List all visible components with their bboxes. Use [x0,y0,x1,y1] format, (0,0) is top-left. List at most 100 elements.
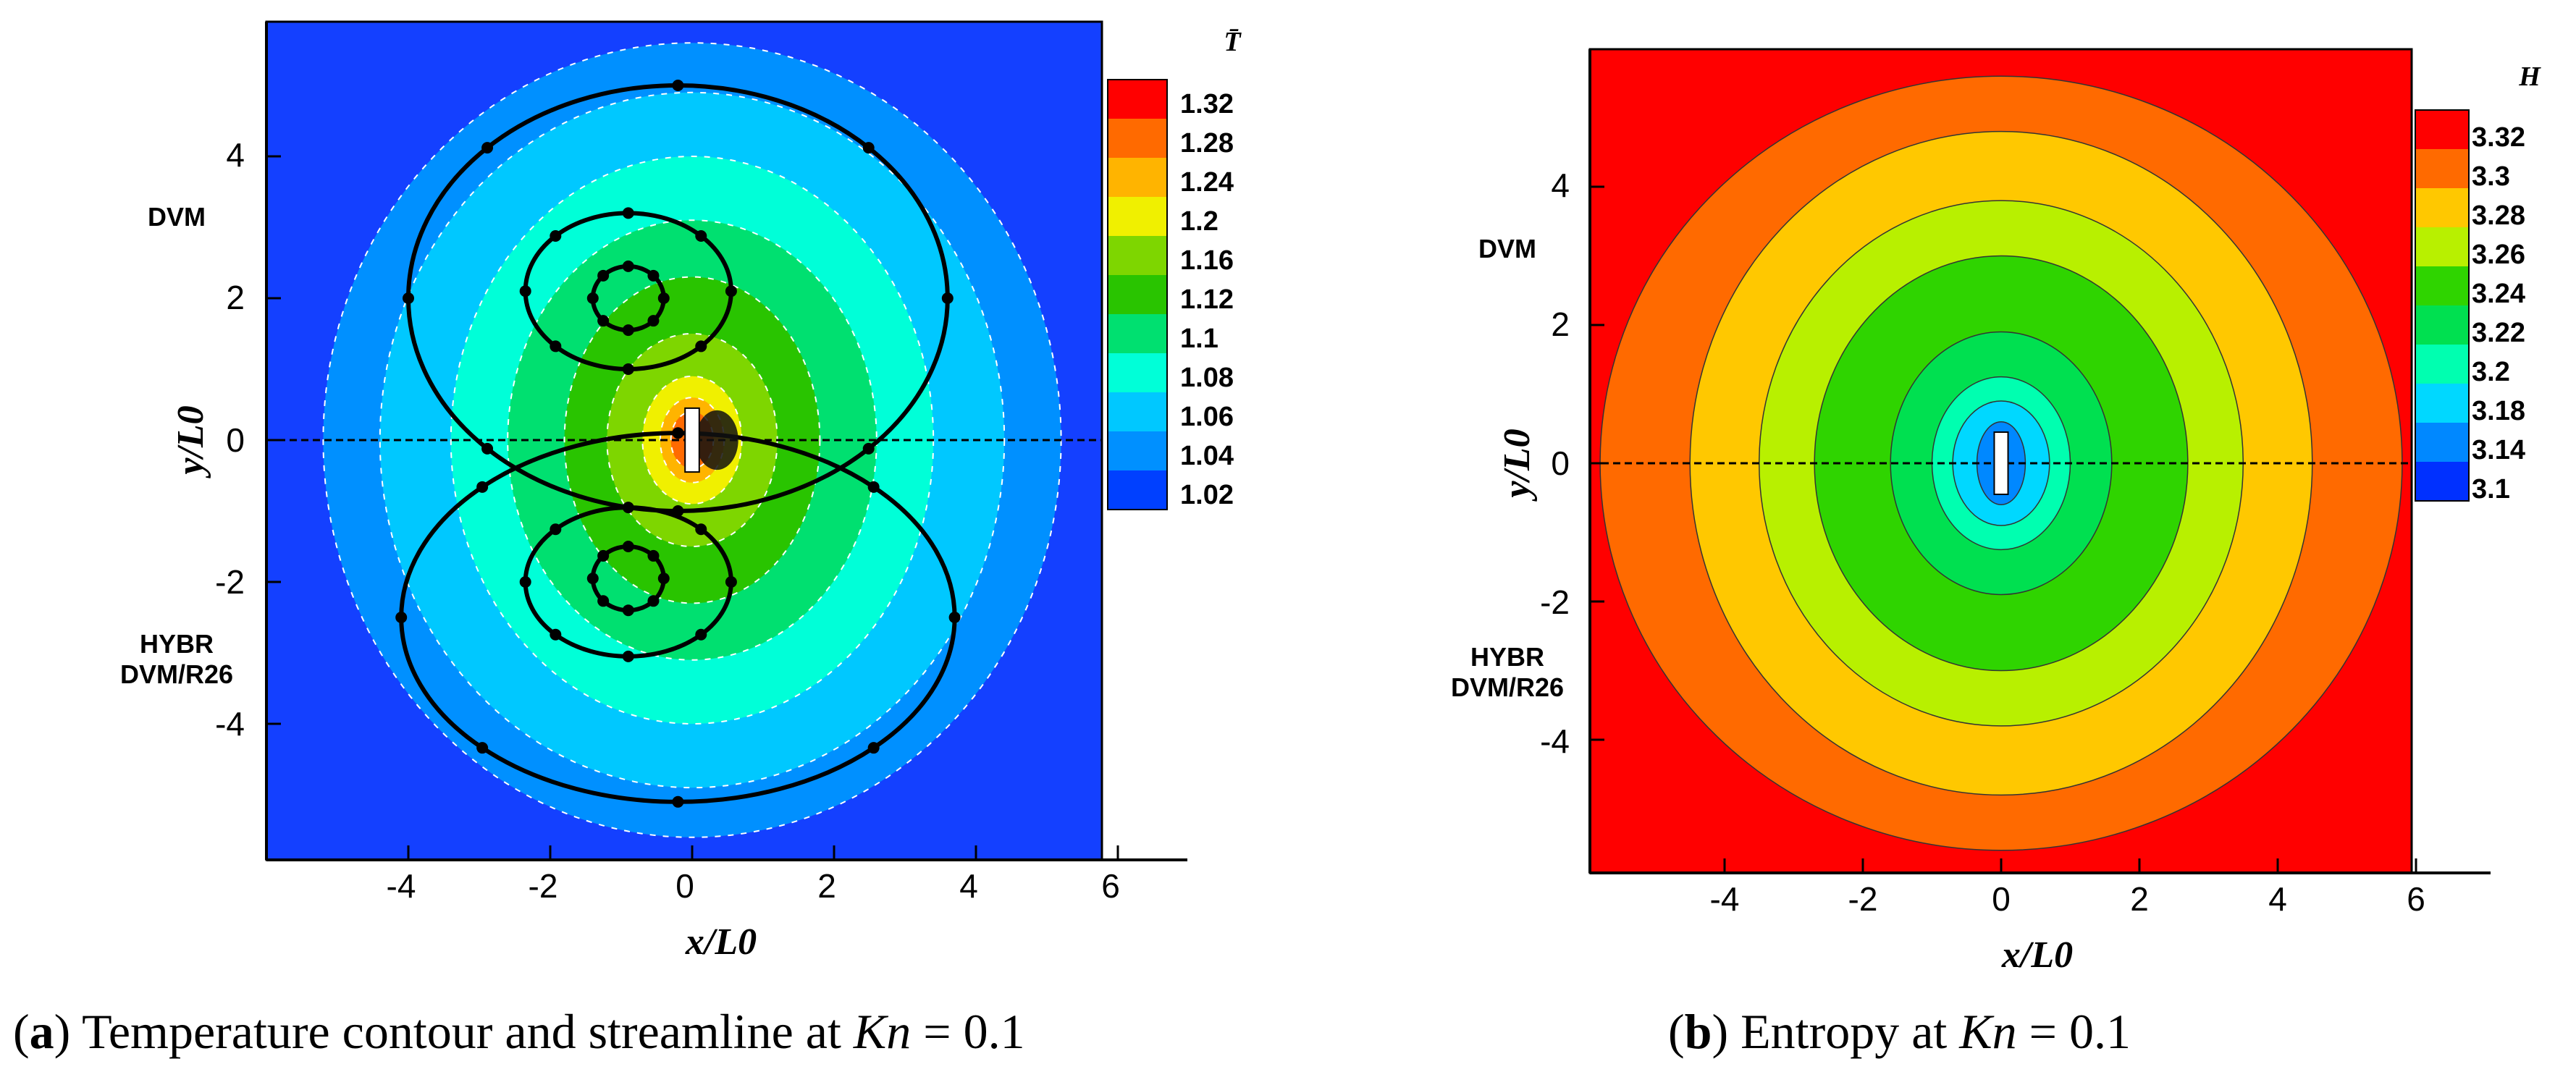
colorbar-swatch [2415,110,2469,149]
colorbar-swatch [2415,227,2469,266]
colorbar-swatch [1108,314,1167,353]
streamline-arrow [586,292,599,304]
colorbar-label: 3.32 [2472,122,2525,153]
streamline-arrow [647,315,660,327]
streamline-arrow [622,324,634,337]
x-tick-label: -2 [529,867,558,905]
y-tick-label: -2 [215,563,245,601]
colorbar-swatch [1108,353,1167,392]
colorbar-label: 1.24 [1180,167,1234,198]
streamline-arrow [695,229,707,242]
region-label-lower: HYBR [1470,642,1544,672]
colorbar-label: 1.32 [1180,89,1234,119]
streamline-arrow [597,549,610,562]
streamline-arrow [941,292,954,304]
streamline-arrow [481,442,494,455]
colorbar-b [2415,109,2470,502]
colorbar-title: T̄ [1224,27,1242,57]
region-label-upper: DVM [1478,234,1536,263]
x-tick-label: -4 [1710,880,1740,918]
streamline-arrow [519,576,531,588]
streamlines [395,80,961,808]
colorbar-swatch [1108,392,1167,431]
region-label-upper: DVM [148,202,206,232]
colorbar-label: 3.28 [2472,200,2525,231]
y-tick-label: -2 [1540,583,1570,621]
x-tick-label: 0 [675,867,694,905]
streamline-arrow [862,142,875,154]
streamline-arrow [550,523,562,536]
colorbar-swatch [2415,305,2469,345]
colorbar-label: 3.18 [2472,396,2525,426]
x-tick-label: -2 [1848,880,1878,918]
streamline-arrow [948,612,961,623]
streamline-arrow [647,595,660,607]
streamline-arrow [672,427,684,439]
colorbar-label: 3.22 [2472,318,2525,348]
panel-b-entropy: 4 2 0 -2 -4 -4 -2 0 2 4 6 x/L0 y/L0 DVM … [1451,48,2541,1059]
colorbar-label: 3.14 [2472,435,2525,465]
streamline-arrow [622,502,634,514]
colorbar-swatch [2415,149,2469,188]
streamline-arrow [550,340,562,352]
x-tick-label: 2 [2130,880,2149,918]
colorbar-swatch [1108,119,1167,158]
x-tick-label: 6 [2407,880,2425,918]
y-tick-label: 2 [1551,305,1570,343]
region-label-lower: DVM/R26 [1451,672,1564,702]
caption-b: (b) Entropy at Kn = 0.1 [1668,1004,2131,1059]
colorbar-label: 3.26 [2472,240,2525,270]
colorbar-swatch [2415,423,2469,462]
streamline-arrow [622,260,634,272]
streamline-arrow [647,549,660,562]
streamline-arrow [476,481,489,493]
axis-ticks-a [266,155,1119,860]
colorbar-swatch [1108,80,1167,119]
y-tick-label: 2 [226,279,245,316]
colorbar-swatch [2415,188,2469,227]
streamline-arrow [550,628,562,641]
caption-a: (a) Temperature contour and streamline a… [13,1004,1025,1059]
colorbar-swatch [2415,266,2469,305]
colorbar-label: 1.2 [1180,206,1218,237]
colorbar-label: 1.16 [1180,245,1234,276]
streamline-arrow [622,541,634,552]
colorbar-label: 3.24 [2472,279,2525,309]
streamline-arrow [519,285,531,297]
colorbar-label: 1.1 [1180,324,1218,354]
y-tick-label: -4 [1540,722,1570,760]
streamline-arrow [597,269,610,282]
region-label-lower: DVM/R26 [120,659,233,689]
y-tick-label: 0 [226,421,245,459]
colorbar-swatch [1108,431,1167,470]
colorbar-label: 3.2 [2472,357,2510,387]
y-axis-label: y/L0 [170,405,211,478]
axis-ticks-b [1590,185,2417,873]
panel-a-temperature: 4 2 0 -2 -4 -4 -2 0 2 4 6 x/L0 y/L0 DVM … [13,20,1242,1059]
colorbar-label: 3.3 [2472,161,2510,192]
y-axis-label: y/L0 [1497,428,1538,502]
streamline-arrow [867,742,880,754]
streamline-arrow [597,315,610,327]
x-tick-label: 0 [1992,880,2011,918]
colorbar-label: 1.28 [1180,128,1234,159]
streamline-arrow [622,650,634,662]
colorbar-title: H [2518,62,2541,92]
colorbar-label: 1.08 [1180,363,1234,393]
streamline-arrow [695,340,707,352]
colorbar-swatch [1108,236,1167,275]
colorbar-swatch [1108,158,1167,197]
colorbar-frame [1107,79,1168,510]
y-tick-label: 4 [226,136,245,174]
streamline-arrow [622,604,634,617]
streamline-arrow [586,573,599,585]
colorbar-a [1107,79,1168,510]
streamline-arrow [597,595,610,607]
x-axis-label: x/L0 [685,921,757,963]
streamline-arrow [647,269,660,282]
x-axis-label: x/L0 [2001,934,2073,976]
colorbar-label: 1.04 [1180,441,1234,471]
streamline-arrow [476,742,489,754]
streamline-arrow [695,628,707,641]
